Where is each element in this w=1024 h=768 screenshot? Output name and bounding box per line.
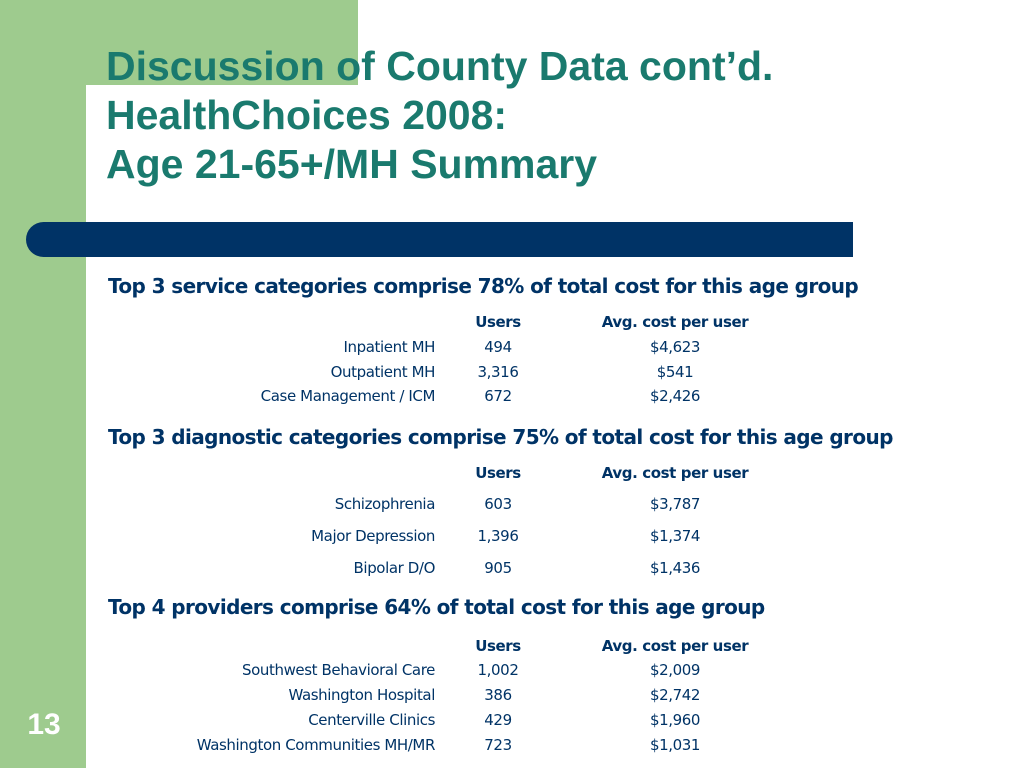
table-row: Washington Communities MH/MR 723 $1,031	[0, 735, 1024, 755]
row-cost: $1,374	[649, 527, 701, 545]
row-label: Bipolar D/O	[353, 559, 436, 577]
row-cost: $1,436	[649, 559, 701, 577]
section-heading-diagnostics: Top 3 diagnostic categories comprise 75%…	[108, 425, 893, 449]
row-users: 603	[484, 495, 512, 513]
column-header-cost: Avg. cost per user	[601, 637, 749, 655]
row-label: Inpatient MH	[343, 338, 436, 356]
row-label: Case Management / ICM	[260, 387, 436, 405]
section-heading-providers: Top 4 providers comprise 64% of total co…	[108, 595, 765, 619]
column-header-users: Users	[475, 464, 521, 482]
column-header-users: Users	[475, 637, 521, 655]
row-cost: $2,426	[649, 387, 701, 405]
table-header: Users Avg. cost per user	[0, 463, 1024, 483]
table-row: Case Management / ICM 672 $2,426	[0, 386, 1024, 406]
column-header-cost: Avg. cost per user	[601, 464, 749, 482]
row-cost: $4,623	[649, 338, 701, 356]
row-label: Southwest Behavioral Care	[241, 661, 435, 679]
row-users: 723	[484, 736, 512, 754]
row-users: 1,396	[477, 527, 519, 545]
divider-bar	[26, 222, 853, 257]
row-label: Outpatient MH	[330, 363, 436, 381]
row-users: 1,002	[477, 661, 519, 679]
row-label: Major Depression	[311, 527, 435, 545]
row-users: 494	[484, 338, 512, 356]
table-header: Users Avg. cost per user	[0, 636, 1024, 656]
table-row: Major Depression 1,396 $1,374	[0, 526, 1024, 546]
row-cost: $1,960	[649, 711, 701, 729]
slide-number: 13	[27, 708, 61, 741]
section-heading-services: Top 3 service categories comprise 78% of…	[108, 274, 859, 298]
row-users: 386	[484, 686, 512, 704]
table-header: Users Avg. cost per user	[0, 312, 1024, 332]
row-label: Centerville Clinics	[308, 711, 435, 729]
table-row: Washington Hospital 386 $2,742	[0, 685, 1024, 705]
row-users: 3,316	[477, 363, 519, 381]
row-users: 672	[484, 387, 512, 405]
sidebar-decoration	[0, 0, 86, 768]
row-label: Washington Communities MH/MR	[196, 736, 436, 754]
row-label: Schizophrenia	[334, 495, 436, 513]
table-row: Schizophrenia 603 $3,787	[0, 494, 1024, 514]
row-cost: $2,742	[649, 686, 701, 704]
row-users: 905	[484, 559, 512, 577]
column-header-users: Users	[475, 313, 521, 331]
row-label: Washington Hospital	[288, 686, 435, 704]
title-line-2: HealthChoices 2008:	[106, 92, 508, 138]
column-header-cost: Avg. cost per user	[601, 313, 749, 331]
row-cost: $2,009	[649, 661, 701, 679]
row-cost: $3,787	[649, 495, 701, 513]
table-row: Outpatient MH 3,316 $541	[0, 362, 1024, 382]
table-row: Centerville Clinics 429 $1,960	[0, 710, 1024, 730]
row-cost: $1,031	[649, 736, 701, 754]
title-line-3: Age 21-65+/MH Summary	[106, 141, 598, 187]
title-line-1: Discussion of County Data cont’d.	[106, 43, 774, 89]
row-users: 429	[484, 711, 512, 729]
slide-title: Discussion of County Data cont’d. Health…	[106, 42, 773, 189]
top-decoration	[86, 0, 358, 85]
table-row: Bipolar D/O 905 $1,436	[0, 558, 1024, 578]
row-cost: $541	[656, 363, 694, 381]
table-row: Southwest Behavioral Care 1,002 $2,009	[0, 660, 1024, 680]
table-row: Inpatient MH 494 $4,623	[0, 337, 1024, 357]
